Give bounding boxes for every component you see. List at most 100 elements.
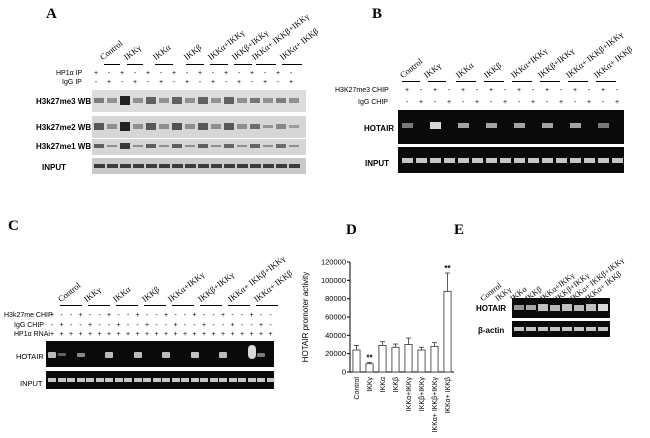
- blot-band: [237, 98, 247, 103]
- x-tick-label: IKKβ+IKKγ: [419, 377, 426, 412]
- gel-band: [200, 378, 208, 382]
- blot-band: [237, 124, 247, 129]
- lane-sign: -: [231, 312, 234, 319]
- blot-band: [211, 144, 221, 148]
- lane-sign: -: [145, 312, 149, 319]
- x-tick-label: IKKα+ IKKβ+IKKγ: [432, 377, 439, 433]
- lane-sign: +: [230, 322, 235, 329]
- lane-sign: -: [69, 312, 73, 319]
- lane-sign: +: [49, 331, 55, 338]
- lane-sign: +: [97, 331, 102, 338]
- blot-band: [185, 164, 196, 168]
- gel-band: [598, 158, 609, 163]
- gel-band: [190, 352, 199, 358]
- gel-band: [133, 378, 142, 382]
- lane-sign: -: [69, 322, 73, 329]
- lane-sign: +: [275, 70, 281, 77]
- blot-band: [172, 97, 182, 104]
- lane-label: IKKα: [110, 284, 133, 304]
- blot-band: [198, 143, 208, 149]
- blot-band: [120, 122, 130, 131]
- blot-band: [120, 96, 130, 105]
- y-tick-label: 20000: [325, 349, 346, 358]
- lane-sign: +: [446, 99, 452, 106]
- lane-sign: -: [172, 79, 176, 86]
- blot-band: [94, 123, 104, 130]
- lane-sign: +: [197, 70, 203, 77]
- gel-band: [570, 122, 581, 129]
- lane-sign: +: [488, 87, 494, 94]
- lane-sign: +: [418, 99, 424, 106]
- lane-sign: -: [50, 322, 54, 329]
- lane-sign: +: [106, 331, 112, 338]
- gel-band: [556, 158, 567, 163]
- gel-band: [48, 378, 56, 382]
- lane-underline: [210, 64, 228, 65]
- gel-band: [444, 158, 455, 163]
- lane-sign: +: [262, 79, 268, 86]
- gel-band: [550, 304, 560, 311]
- lane-sign: +: [184, 79, 190, 86]
- lane-underline: [200, 305, 222, 306]
- lane-sign: -: [601, 99, 605, 106]
- gel-band: [514, 158, 525, 163]
- lane-underline: [116, 305, 138, 306]
- lane-sign: +: [249, 331, 254, 338]
- x-tick-label: Control: [354, 377, 361, 400]
- bar: [365, 363, 374, 373]
- blot-band: [289, 124, 299, 129]
- chip-row-label: IgG CHIP: [14, 322, 44, 329]
- blot-band: [276, 144, 286, 148]
- x-tick-label: IKKα+ IKKβ: [445, 377, 452, 414]
- lane-sign: +: [116, 322, 121, 329]
- gel-band: [550, 327, 560, 331]
- gel-band: [105, 352, 113, 358]
- gel-band: [219, 378, 227, 382]
- lane-sign: +: [163, 312, 169, 319]
- gel-band: [181, 378, 189, 382]
- lane-underline: [568, 81, 588, 82]
- blot-band: [250, 123, 260, 130]
- lane-underline: [484, 81, 504, 82]
- gel-band: [266, 378, 275, 382]
- promoter-activity-chart: 0 20000 40000 60000 80000 100000 120000 HOTAIR …: [301, 258, 454, 433]
- x-tick-label: IKKα+IKKγ: [406, 377, 413, 412]
- lane-sign: -: [79, 322, 82, 329]
- lane-sign: +: [210, 79, 216, 86]
- significance-mark: **: [366, 353, 373, 362]
- gel-band: [514, 305, 524, 310]
- lane-sign: -: [107, 322, 111, 329]
- bar: [404, 344, 413, 373]
- lane-sign: +: [249, 312, 254, 319]
- lane-sign: +: [558, 99, 564, 106]
- lane-sign: -: [237, 70, 241, 77]
- chip-row-label: H3K27me3 CHIP: [335, 87, 389, 94]
- lane-underline: [402, 81, 420, 82]
- blot-band: [263, 98, 273, 103]
- gel-band: [472, 158, 483, 163]
- blot-band: [237, 164, 248, 168]
- lane-sign: +: [600, 87, 606, 94]
- lane-sign: +: [68, 331, 74, 338]
- lane-sign: -: [461, 99, 465, 106]
- y-tick-label: 0: [342, 368, 346, 377]
- lane-sign: +: [572, 87, 578, 94]
- blot-band: [211, 164, 222, 168]
- lane-underline: [104, 64, 120, 65]
- lane-sign: -: [489, 99, 493, 106]
- blot-band: [198, 123, 208, 130]
- y-tick-label: 40000: [325, 331, 346, 340]
- blot-band: [146, 164, 157, 168]
- gel-band: [538, 304, 548, 311]
- lane-sign: -: [615, 87, 619, 94]
- lane-sign: +: [78, 312, 83, 319]
- blot-band: [250, 164, 261, 168]
- lane-underline: [282, 64, 302, 65]
- lane-underline: [256, 305, 278, 306]
- blot-band: [159, 124, 169, 129]
- blot-band: [185, 144, 195, 148]
- lane-sign: -: [545, 99, 549, 106]
- gel-band: [152, 378, 161, 382]
- gel-band: [219, 352, 227, 358]
- lane-sign: +: [220, 312, 226, 319]
